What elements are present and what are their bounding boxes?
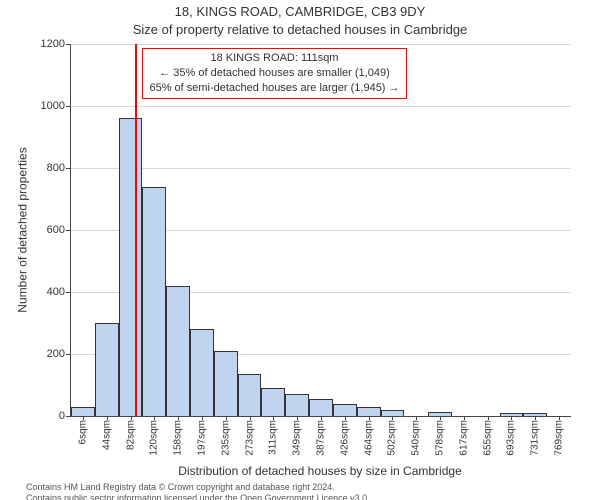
- y-tick-label: 200: [47, 348, 65, 360]
- x-tick-label: 464sqm: [363, 416, 374, 456]
- x-tick-label: 273sqm: [244, 416, 255, 456]
- x-tick-label: 617sqm: [458, 416, 469, 456]
- histogram-plot: 02004006008001000120018 KINGS ROAD: 111s…: [70, 44, 571, 417]
- gridline: [71, 106, 571, 107]
- histogram-bar: [238, 374, 262, 416]
- annotation-box: 18 KINGS ROAD: 111sqm← 35% of detached h…: [142, 48, 406, 99]
- x-tick-label: 502sqm: [387, 416, 398, 456]
- annotation-line: 65% of semi-detached houses are larger (…: [149, 81, 399, 96]
- x-tick-label: 311sqm: [268, 416, 279, 455]
- x-tick-label: 387sqm: [316, 416, 327, 456]
- x-tick-label: 235sqm: [220, 416, 231, 456]
- y-tick-mark: [66, 168, 71, 169]
- y-tick-mark: [66, 44, 71, 45]
- x-tick-label: 578sqm: [435, 416, 446, 456]
- attribution: Contains HM Land Registry data © Crown c…: [26, 482, 370, 500]
- y-tick-mark: [66, 106, 71, 107]
- annotation-line: ← 35% of detached houses are smaller (1,…: [149, 66, 399, 81]
- histogram-bar: [190, 329, 214, 416]
- histogram-bar: [285, 394, 309, 416]
- attribution-line-2: Contains public sector information licen…: [26, 493, 370, 500]
- y-tick-mark: [66, 292, 71, 293]
- gridline: [71, 168, 571, 169]
- y-tick-label: 0: [59, 410, 65, 422]
- y-axis-title: Number of detached properties: [16, 44, 30, 416]
- y-tick-label: 600: [47, 224, 65, 236]
- histogram-bar: [214, 351, 238, 416]
- histogram-bar: [71, 407, 95, 416]
- property-marker-line: [135, 44, 137, 416]
- y-tick-label: 1200: [41, 38, 65, 50]
- histogram-bar: [261, 388, 285, 416]
- x-tick-label: 197sqm: [196, 416, 207, 456]
- x-tick-label: 655sqm: [482, 416, 493, 456]
- x-tick-label: 44sqm: [101, 416, 112, 450]
- y-tick-label: 800: [47, 162, 65, 174]
- x-tick-label: 693sqm: [506, 416, 517, 456]
- x-tick-label: 158sqm: [173, 416, 184, 456]
- histogram-bar: [309, 399, 333, 416]
- histogram-bar: [166, 286, 190, 416]
- y-tick-mark: [66, 230, 71, 231]
- x-axis-title: Distribution of detached houses by size …: [70, 464, 570, 478]
- x-tick-label: 6sqm: [77, 416, 88, 444]
- y-tick-label: 400: [47, 286, 65, 298]
- page-subtitle: Size of property relative to detached ho…: [0, 22, 600, 37]
- y-axis-title-text: Number of detached properties: [16, 147, 30, 312]
- histogram-bar: [357, 407, 381, 416]
- histogram-bar: [333, 404, 357, 416]
- histogram-bar: [142, 187, 166, 416]
- page-title: 18, KINGS ROAD, CAMBRIDGE, CB3 9DY: [0, 4, 600, 19]
- y-tick-mark: [66, 354, 71, 355]
- gridline: [71, 44, 571, 45]
- histogram-bar: [95, 323, 119, 416]
- x-tick-label: 769sqm: [554, 416, 565, 456]
- histogram-bar: [119, 118, 143, 416]
- attribution-line-1: Contains HM Land Registry data © Crown c…: [26, 482, 370, 493]
- x-tick-label: 120sqm: [149, 416, 160, 456]
- y-tick-label: 1000: [41, 100, 65, 112]
- x-tick-label: 731sqm: [530, 416, 541, 456]
- annotation-line: 18 KINGS ROAD: 111sqm: [149, 51, 399, 66]
- x-tick-label: 540sqm: [411, 416, 422, 456]
- x-tick-label: 82sqm: [125, 416, 136, 450]
- x-tick-label: 426sqm: [339, 416, 350, 456]
- x-tick-label: 349sqm: [292, 416, 303, 456]
- y-tick-mark: [66, 416, 71, 417]
